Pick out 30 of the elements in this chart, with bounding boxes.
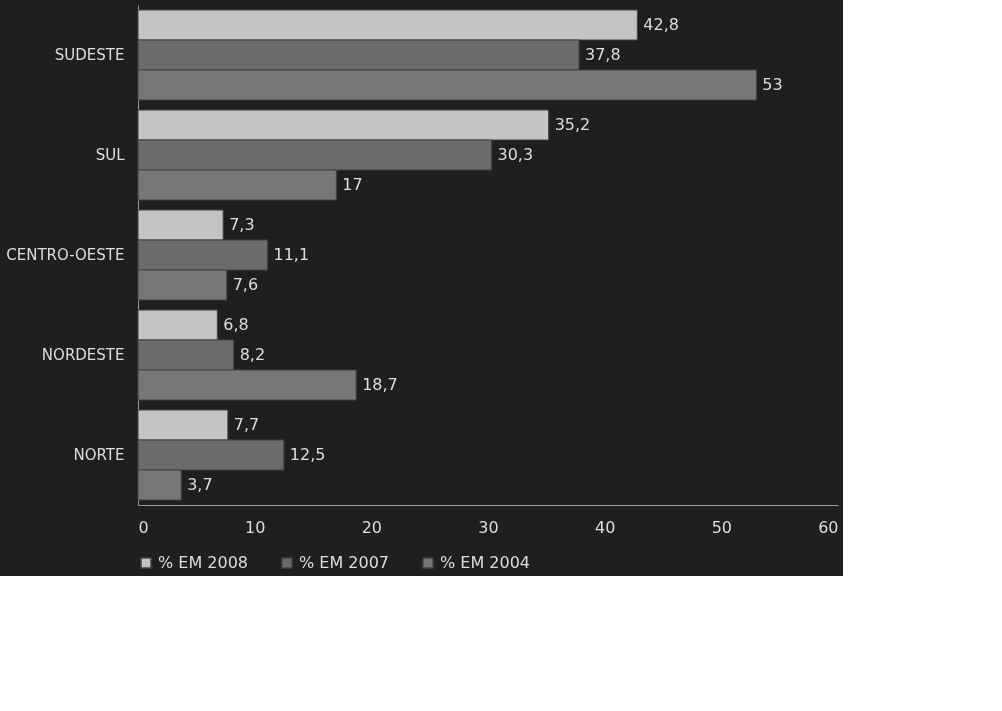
- data-label: 7,6: [232, 275, 259, 294]
- data-label: 42,8: [643, 15, 679, 34]
- x-tick-label: 0: [138, 517, 149, 537]
- x-tick-label: 10: [244, 517, 266, 537]
- data-label: 6,8: [223, 315, 249, 334]
- legend-label: % EM 2004: [440, 553, 531, 572]
- x-tick-label: 50: [711, 517, 733, 537]
- x-tick-label: 30: [478, 517, 499, 537]
- data-label: 3,7: [187, 475, 213, 494]
- data-label: 17: [342, 175, 363, 194]
- y-tick-label: NORDESTE: [41, 346, 125, 364]
- y-tick-label: NORTE: [73, 446, 125, 464]
- data-label: 12,5: [289, 445, 326, 464]
- x-tick-label: 60: [818, 517, 839, 537]
- data-label: 53: [762, 75, 783, 94]
- data-label: 18,7: [362, 375, 398, 394]
- y-tick-label: SUL: [95, 146, 126, 164]
- y-tick-label: CENTRO-OESTE: [6, 246, 125, 264]
- data-label: 7,7: [233, 415, 260, 434]
- data-label: 37,8: [585, 45, 621, 64]
- x-tick-label: 40: [594, 517, 616, 537]
- y-tick-label: SUDESTE: [54, 46, 125, 64]
- data-label: 8,2: [239, 345, 266, 364]
- data-label: 30,3: [497, 145, 534, 164]
- x-tick-label: 20: [361, 517, 383, 537]
- data-label: 11,1: [273, 245, 310, 264]
- data-label: 35,2: [554, 115, 591, 134]
- legend-label: % EM 2007: [299, 553, 390, 572]
- legend-label: % EM 2008: [158, 553, 249, 572]
- data-label: 7,3: [229, 215, 255, 234]
